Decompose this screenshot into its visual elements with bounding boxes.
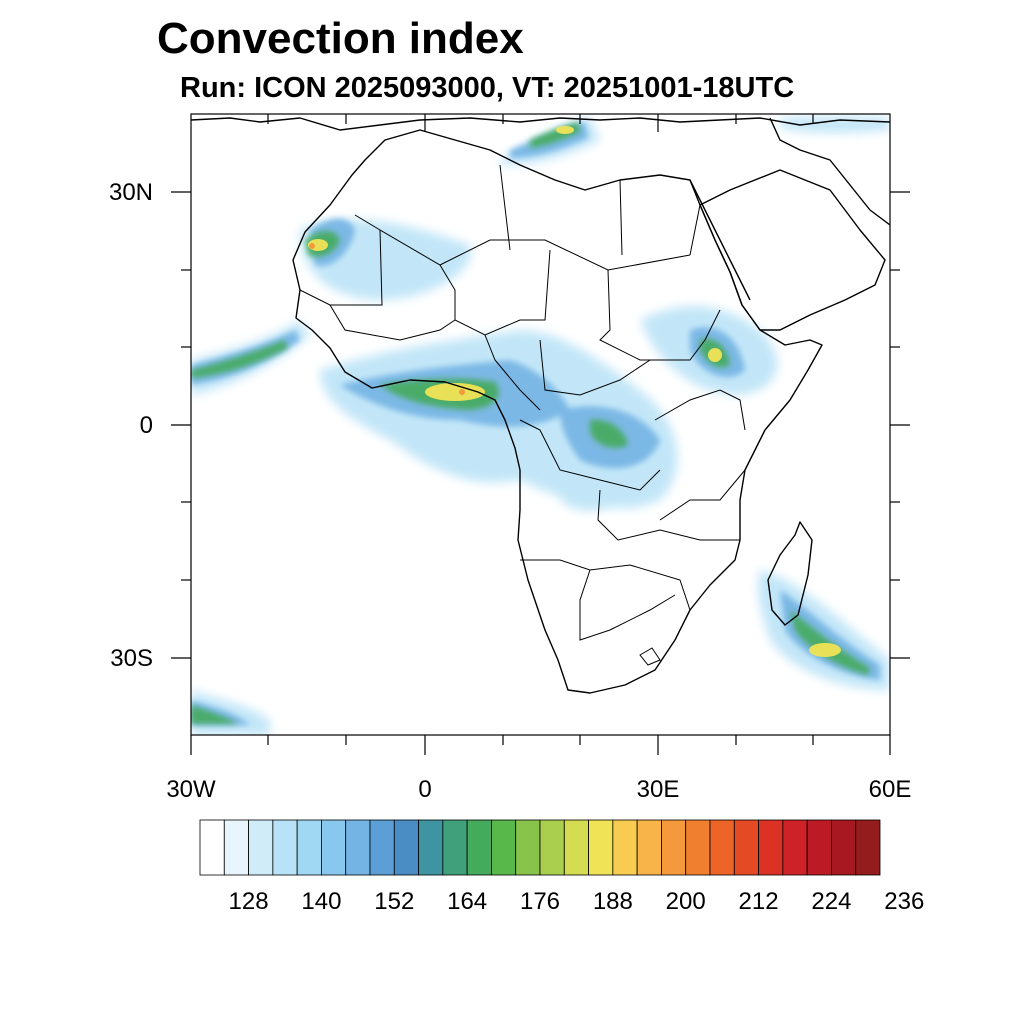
- colorbar-swatch: [442, 819, 468, 876]
- colorbar-swatch: [563, 819, 589, 876]
- lon-label-30e: 30E: [636, 776, 680, 803]
- colorbar-swatch: [296, 819, 322, 876]
- colorbar-swatch: [831, 819, 857, 876]
- colorbar-swatch: [758, 819, 784, 876]
- convection-field: [191, 116, 890, 735]
- convection-low: [191, 116, 890, 735]
- colorbar-label: 236: [884, 888, 925, 915]
- colorbar: [199, 819, 881, 876]
- lon-label-30w: 30W: [166, 776, 216, 803]
- colorbar-label: 224: [811, 888, 852, 915]
- country-borders: [299, 164, 746, 666]
- colorbar-swatch: [491, 819, 517, 876]
- colorbar-label: 176: [519, 888, 561, 915]
- colorbar-swatch: [393, 819, 419, 876]
- colorbar-swatch: [321, 819, 347, 876]
- lat-label-30n: 30N: [108, 179, 153, 206]
- axis-ticks: [171, 114, 910, 755]
- colorbar-label: 152: [374, 888, 415, 915]
- colorbar-swatch: [855, 819, 881, 876]
- colorbar-swatch: [515, 819, 541, 876]
- lon-label-0: 0: [418, 776, 432, 803]
- colorbar-swatch: [612, 819, 638, 876]
- lat-label-0: 0: [139, 412, 153, 439]
- colorbar-label: 200: [665, 888, 706, 915]
- convection-extreme: [309, 243, 465, 395]
- colorbar-label: 212: [738, 888, 779, 915]
- colorbar-swatch: [588, 819, 614, 876]
- colorbar-swatch: [466, 819, 492, 876]
- colorbar-swatch: [661, 819, 687, 876]
- colorbar-swatch: [806, 819, 832, 876]
- colorbar-swatch: [345, 819, 371, 876]
- chart-title: Convection index: [157, 14, 524, 63]
- colorbar-label: 128: [228, 888, 269, 915]
- colorbar-swatch: [248, 819, 274, 876]
- colorbar-label: 188: [592, 888, 633, 915]
- colorbar-swatch: [272, 819, 298, 876]
- colorbar-label: 164: [447, 888, 488, 915]
- coastlines: [191, 117, 890, 694]
- colorbar-swatch: [418, 819, 444, 876]
- colorbar-swatch: [199, 819, 225, 876]
- colorbar-swatch: [636, 819, 662, 876]
- chart-subtitle: Run: ICON 2025093000, VT: 20251001-18UTC: [180, 72, 795, 104]
- colorbar-swatch: [733, 819, 759, 876]
- colorbar-swatch: [709, 819, 735, 876]
- colorbar-swatch: [539, 819, 565, 876]
- colorbar-swatch: [782, 819, 808, 876]
- colorbar-label: 140: [301, 888, 342, 915]
- lon-label-60e: 60E: [868, 776, 912, 803]
- colorbar-swatch: [223, 819, 249, 876]
- colorbar-swatch: [685, 819, 711, 876]
- colorbar-swatch: [369, 819, 395, 876]
- lat-label-30s: 30S: [110, 645, 153, 672]
